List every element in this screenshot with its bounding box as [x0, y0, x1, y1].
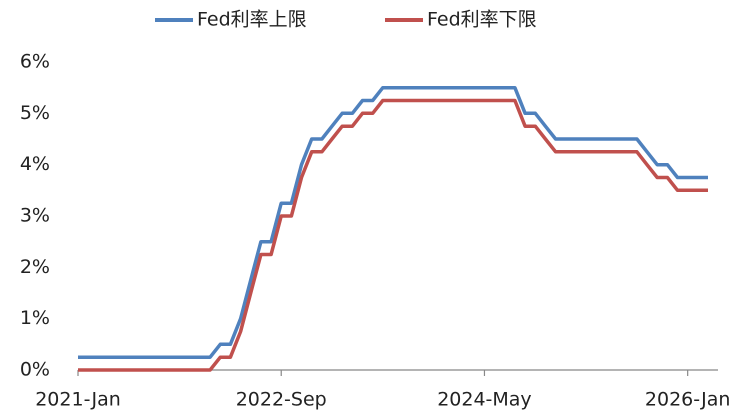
- y-tick-label: 6%: [20, 51, 50, 73]
- x-tick-label: 2021-Jan: [35, 389, 121, 411]
- x-tick-label: 2024-May: [437, 389, 532, 411]
- y-tick-label: 4%: [20, 153, 50, 175]
- y-tick-label: 5%: [20, 102, 50, 124]
- x-tick-label: 2022-Sep: [236, 389, 327, 411]
- line-series: [78, 98, 708, 372]
- y-tick-label: 2%: [20, 256, 50, 278]
- line-series: [78, 85, 708, 359]
- x-tick-label: 2026-Jan: [645, 389, 731, 411]
- y-tick-label: 0%: [20, 359, 50, 381]
- y-tick-label: 3%: [20, 205, 50, 227]
- y-tick-label: 1%: [20, 307, 50, 329]
- legend-label: Fed利率下限: [427, 9, 537, 31]
- legend-label: Fed利率上限: [197, 9, 307, 31]
